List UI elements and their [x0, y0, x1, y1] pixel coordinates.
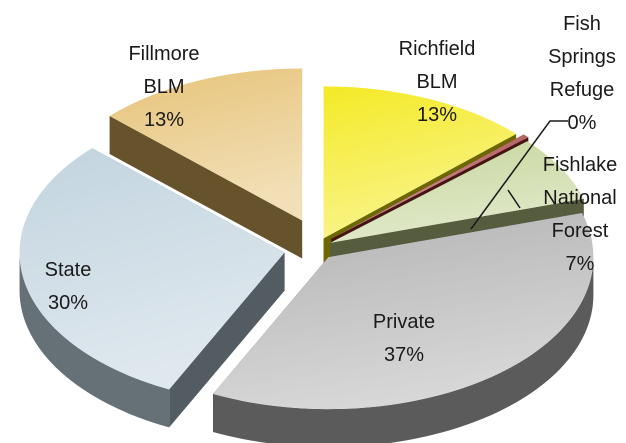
category-label: Fishlake	[543, 154, 617, 176]
category-label: BLM	[143, 76, 184, 98]
category-label: Forest	[552, 220, 609, 242]
labels-layer: Richfield BLM 13% Fish Springs Refuge 0% Fishla…	[45, 13, 618, 366]
category-label: Fillmore	[128, 43, 199, 65]
category-label: Fish	[563, 13, 601, 35]
percent-label: 7%	[566, 253, 595, 275]
label-fish-springs-refuge: Fish Springs Refuge 0%	[548, 13, 616, 134]
label-fishlake-national-forest: Fishlake National Forest 7%	[543, 154, 617, 275]
percent-label: 13%	[417, 104, 457, 126]
percent-label: 30%	[48, 292, 88, 314]
category-label: Refuge	[550, 79, 615, 101]
slice-fillmore-blm	[109, 68, 303, 259]
category-label: Springs	[548, 46, 616, 68]
label-private: Private 37%	[373, 311, 435, 366]
category-label: BLM	[416, 71, 457, 93]
leader-lines	[470, 120, 568, 230]
slices-layer	[19, 68, 594, 443]
label-fillmore-blm: Fillmore BLM 13%	[128, 43, 199, 131]
category-label: Richfield	[399, 38, 476, 60]
percent-label: 37%	[384, 344, 424, 366]
percent-label: 0%	[568, 112, 597, 134]
category-label: Private	[373, 311, 435, 333]
category-label: National	[543, 187, 616, 209]
leader-line	[470, 120, 568, 230]
leader-line	[507, 189, 521, 209]
label-richfield-blm: Richfield BLM 13%	[399, 38, 476, 126]
category-label: State	[45, 259, 92, 281]
label-state: State 30%	[45, 259, 92, 314]
slice-state	[19, 148, 285, 428]
percent-label: 13%	[144, 109, 184, 131]
slice-private	[212, 213, 594, 443]
